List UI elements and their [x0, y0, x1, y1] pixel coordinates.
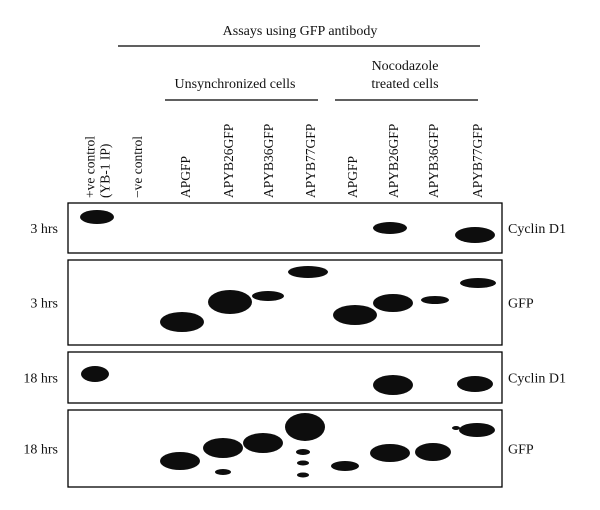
blot-band: [160, 452, 200, 470]
group-label: Unsynchronized cells: [175, 77, 296, 92]
blot-band: [203, 438, 243, 458]
blot-band: [370, 444, 410, 462]
blot-band: [215, 469, 231, 475]
lane-label: +ve control: [83, 136, 98, 198]
lane-label-group: APYB36GFP: [261, 124, 276, 198]
group-label: treated cells: [371, 77, 438, 92]
blot-band: [457, 376, 493, 392]
blot-band: [252, 291, 284, 301]
time-label: 3 hrs: [30, 297, 58, 312]
blot-band: [288, 266, 328, 278]
blot-panel: [67, 351, 503, 404]
time-label: 18 hrs: [23, 443, 58, 458]
blot-band: [296, 449, 310, 455]
blot-band: [243, 433, 283, 453]
target-label: GFP: [508, 297, 534, 312]
lane-label-group: APGFP: [178, 156, 193, 198]
blot-band: [331, 461, 359, 471]
blot-band: [297, 460, 309, 466]
blot-band: [459, 423, 495, 437]
blot-band: [160, 312, 204, 332]
lane-label: APYB36GFP: [426, 124, 441, 198]
blot-band: [373, 294, 413, 312]
blot-band: [455, 227, 495, 243]
target-label: Cyclin D1: [508, 222, 566, 237]
lane-label-group: APYB26GFP: [221, 124, 236, 198]
lane-label: APYB26GFP: [221, 124, 236, 198]
blot-band: [208, 290, 252, 314]
lane-label: (YB-1 IP): [98, 144, 113, 198]
blot-band: [452, 426, 460, 430]
lane-label-group: −ve control: [130, 136, 145, 198]
blot-band: [421, 296, 449, 304]
blot-band: [415, 443, 451, 461]
target-label: GFP: [508, 443, 534, 458]
lane-label: −ve control: [130, 136, 145, 198]
lane-label: APYB36GFP: [261, 124, 276, 198]
target-label: Cyclin D1: [508, 372, 566, 387]
header-title: Assays using GFP antibody: [223, 24, 378, 39]
group-label: Nocodazole: [372, 59, 439, 74]
lane-label-group: +ve control (YB-1 IP): [83, 136, 113, 198]
blot-band: [333, 305, 377, 325]
blot-band: [460, 278, 496, 288]
lane-label: APYB26GFP: [386, 124, 401, 198]
blot-band: [81, 366, 109, 382]
lane-label: APGFP: [345, 156, 360, 198]
blot-band: [285, 413, 325, 441]
time-label: 3 hrs: [30, 222, 58, 237]
lane-label: APGFP: [178, 156, 193, 198]
blot-panel: [67, 202, 503, 254]
lane-label-group: APGFP: [345, 156, 360, 198]
time-label: 18 hrs: [23, 372, 58, 387]
blot-band: [80, 210, 114, 224]
blot-band: [373, 222, 407, 234]
lane-label: APYB77GFP: [470, 124, 485, 198]
lane-label: APYB77GFP: [303, 124, 318, 198]
lane-label-group: APYB77GFP: [470, 124, 485, 198]
lane-label-group: APYB36GFP: [426, 124, 441, 198]
blot-band: [297, 472, 309, 478]
lane-label-group: APYB77GFP: [303, 124, 318, 198]
blot-band: [373, 375, 413, 395]
lane-label-group: APYB26GFP: [386, 124, 401, 198]
